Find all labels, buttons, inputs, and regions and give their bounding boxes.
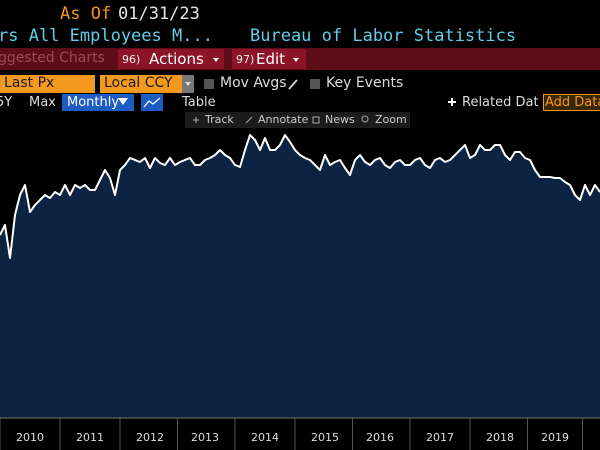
x-tick-label: 2013: [191, 431, 219, 444]
line-chart-icon: [143, 97, 161, 108]
actions-button[interactable]: [118, 49, 224, 69]
plus-icon: [448, 98, 456, 106]
x-tick-label: 2017: [426, 431, 454, 444]
chart: 2010 2011 2012 2013 2014 2015 2016 2017 2018 2019: [0, 134, 600, 450]
tool-button[interactable]: Zoom: [375, 113, 407, 126]
tool-button[interactable]: Track: [205, 113, 234, 126]
x-tick-label: 2014: [251, 431, 279, 444]
zoom-icon: [361, 115, 369, 123]
area-fill: [0, 135, 600, 418]
x-tick-label: 2019: [541, 431, 569, 444]
dropdown-arrow: [293, 58, 299, 62]
related-data[interactable]: Related Dat: [462, 95, 539, 110]
currency-select[interactable]: [100, 75, 182, 93]
range-button[interactable]: Max: [29, 95, 56, 110]
field-select[interactable]: [0, 75, 95, 93]
currency-label: Local CCY: [104, 75, 173, 91]
news-icon: [312, 116, 320, 124]
dropdown-arrow: [185, 82, 191, 86]
range-button[interactable]: 5Y: [0, 95, 13, 110]
add-data-box[interactable]: [543, 94, 600, 111]
frequency-select[interactable]: [62, 94, 134, 111]
annotate-icon: [245, 116, 253, 124]
edit-label: Edit: [256, 50, 286, 68]
as-of-date: 01/31/23: [118, 4, 200, 24]
line: [0, 134, 600, 259]
dropdown-arrow: [118, 98, 128, 105]
field-label: Last Px: [4, 75, 55, 91]
x-tick-label: 2012: [136, 431, 164, 444]
tool-button[interactable]: Annotate: [258, 113, 309, 126]
frequency-label: Monthly: [67, 95, 120, 110]
tools-bar: [185, 112, 410, 128]
x-tick-label: 2010: [16, 431, 44, 444]
x-tick-label: 2018: [486, 431, 514, 444]
x-tick-label: 2011: [76, 431, 104, 444]
mov-avgs-checkbox[interactable]: [204, 79, 214, 89]
key-events-checkbox[interactable]: [310, 79, 320, 89]
pencil-icon: [288, 79, 298, 90]
dropdown-arrow: [213, 58, 219, 62]
add-data-label: Add Data: [545, 95, 600, 110]
source: Bureau of Labor Statistics: [250, 26, 517, 46]
actions-number: 96): [122, 53, 141, 66]
actions-label: Actions: [149, 50, 204, 68]
table-button[interactable]: Table: [182, 95, 216, 110]
key-events-label: Key Events: [326, 75, 404, 91]
edit-number: 97): [236, 53, 255, 66]
as-of-label: As Of: [60, 4, 112, 24]
mov-avgs-label: Mov Avgs: [220, 75, 287, 91]
edit-button[interactable]: [232, 49, 306, 69]
icons: [118, 58, 456, 124]
security-name: rs All Employees M...: [0, 26, 213, 46]
suggested-charts[interactable]: ggested Charts: [0, 50, 105, 66]
x-tick-label: 2015: [311, 431, 339, 444]
x-tick-label: 2016: [366, 431, 394, 444]
track-icon: [193, 117, 199, 123]
tool-button[interactable]: News: [325, 113, 355, 126]
